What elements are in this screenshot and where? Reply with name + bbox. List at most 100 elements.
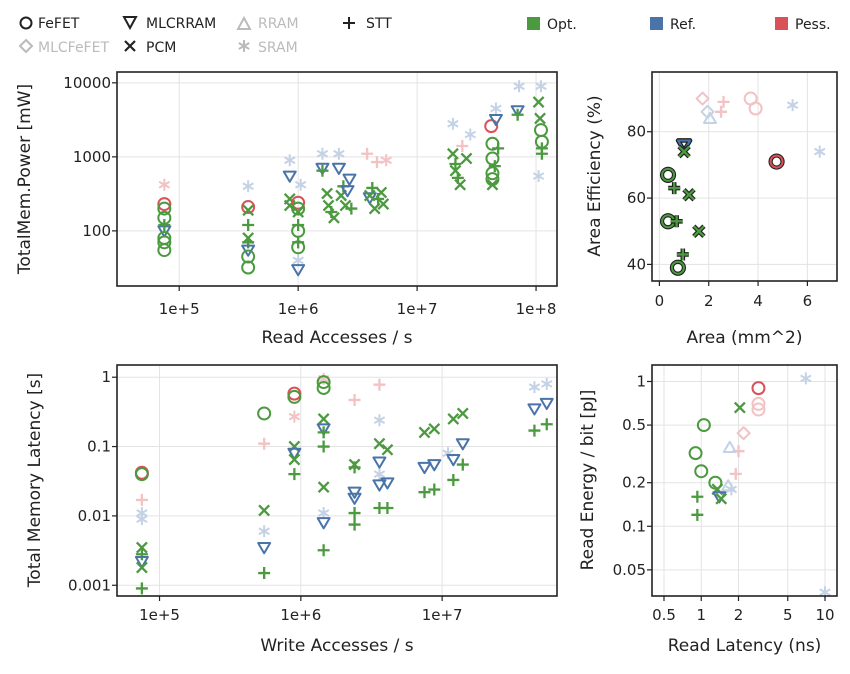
fefet-data-point [670,260,685,275]
sram-data-point [258,525,270,538]
pcm-data-point [381,443,394,456]
gridlines [652,72,837,281]
sram-marker-icon [238,40,250,52]
pcm-data-point [683,188,695,201]
sram-data-point [786,99,799,112]
stt-data-point [381,502,394,515]
stt-data-point [418,486,431,499]
y-tick-label: 0.01 [78,507,111,525]
mlcrram-data-point [282,170,297,183]
fefet-data-point [291,201,306,216]
x-tick-label: 6 [803,292,813,310]
y-tick-label: 60 [627,189,646,207]
stt-data-point [729,467,742,480]
legend-entry-rram: RRAM [236,15,299,32]
stt-data-point [676,248,689,261]
fefet-data-point [241,249,256,264]
y-tick-label: 0.1 [87,438,111,456]
legend-entry-mlcrram: MLCRRAM [122,16,216,32]
pcm-data-point [486,178,499,191]
sram-data-point [288,410,301,423]
pcm-data-point [317,481,330,494]
stt-data-point [135,493,148,506]
mlcrram-data-point [527,403,542,416]
y-axis-title: Total Memory Latency [s] [25,373,45,588]
plot-frame [651,364,838,597]
mlcrram-data-point [340,185,355,198]
stt-data-point [535,147,548,160]
pcm-data-point [418,426,431,439]
fefet-data-point [134,467,149,482]
read-energy-vs-read-latency-panel: 0.5 1 2 5 10 0.05 0.1 0.2 0.5 1 Read Latency (ns) R… [578,364,838,656]
sram-data-point [535,80,547,93]
data-points [157,80,549,277]
stt-data-point [316,164,329,177]
stt-data-point [348,518,361,531]
rram-data-point [722,440,737,454]
pcm-data-point [447,413,460,425]
pcm-marker-icon [124,40,136,52]
y-tick-label: 0.05 [613,561,646,579]
stt-data-point [715,105,728,118]
sram-data-point [136,513,148,526]
y-axis-title: Read Energy / bit [pJ] [578,390,598,571]
fefet-data-point [287,389,302,404]
x-tick-label: 5 [783,606,793,624]
pcm-data-point [454,178,467,191]
stt-data-point [242,219,255,232]
sram-data-point [316,147,329,160]
legend-entry-fefet: FeFET [19,16,80,32]
stt-data-point [511,108,524,121]
stt-data-point [717,95,730,108]
pcm-data-point [135,561,148,574]
stt-data-point [258,567,271,580]
fefet-marker-icon [19,16,33,30]
mlcrram-data-point [342,173,357,186]
x-tick-label: 1e+5 [139,606,180,624]
x-axis-title: Area (mm^2) [687,328,803,348]
stt-data-point [348,461,361,474]
stt-data-point [447,473,460,486]
x-axis-title: Read Latency (ns) [668,636,822,656]
x-axis-title: Write Accesses / s [260,636,413,656]
x-tick-label: 1e+6 [278,300,319,318]
mlcfefet-data-point [736,426,751,441]
stt-data-point [317,544,330,557]
data-points [134,372,554,595]
pcm-data-point [321,187,333,200]
mlcrram-data-point [380,477,395,490]
y-tick-label: 0.1 [622,517,646,535]
x-tick-label: 1e+7 [422,606,463,624]
pcm-data-point [428,422,441,435]
sram-data-point [242,180,254,193]
fefet-data-point [241,260,256,275]
legend-entry-stt: STT [343,16,392,32]
fefet-data-point [533,123,548,138]
pcm-data-point [373,437,386,450]
sram-data-point [528,381,541,394]
stt-data-point [348,507,361,520]
mlcrram-data-point [488,113,503,127]
legend-entry-sram: SRAM [238,40,298,56]
stt-data-point [456,140,469,153]
stt-data-point [258,437,271,450]
pcm-data-point [242,204,255,217]
mlcrram-data-point [510,105,525,118]
stt-data-point [691,508,704,521]
stt-data-point [370,156,383,169]
mlcrram-data-point [331,162,346,176]
pess-swatch-icon [775,17,788,30]
mlcrram-data-point [316,423,331,436]
x-tick-label: 1 [696,606,706,624]
legend-label-mlcfefet: MLCFeFET [38,40,109,56]
pcm-data-point [368,202,381,215]
stt-data-point [488,160,501,173]
stt-marker-icon [343,17,355,29]
sram-data-point [464,128,477,141]
pcm-data-point [678,145,690,158]
sram-data-point [158,178,171,191]
legend: FeFET MLCRRAM RRAM STT MLCFeFET PCM SRAM [18,15,831,56]
legend-entry-opt: Opt. [527,17,577,33]
sram-data-point [541,377,553,390]
stt-data-point [540,418,553,431]
